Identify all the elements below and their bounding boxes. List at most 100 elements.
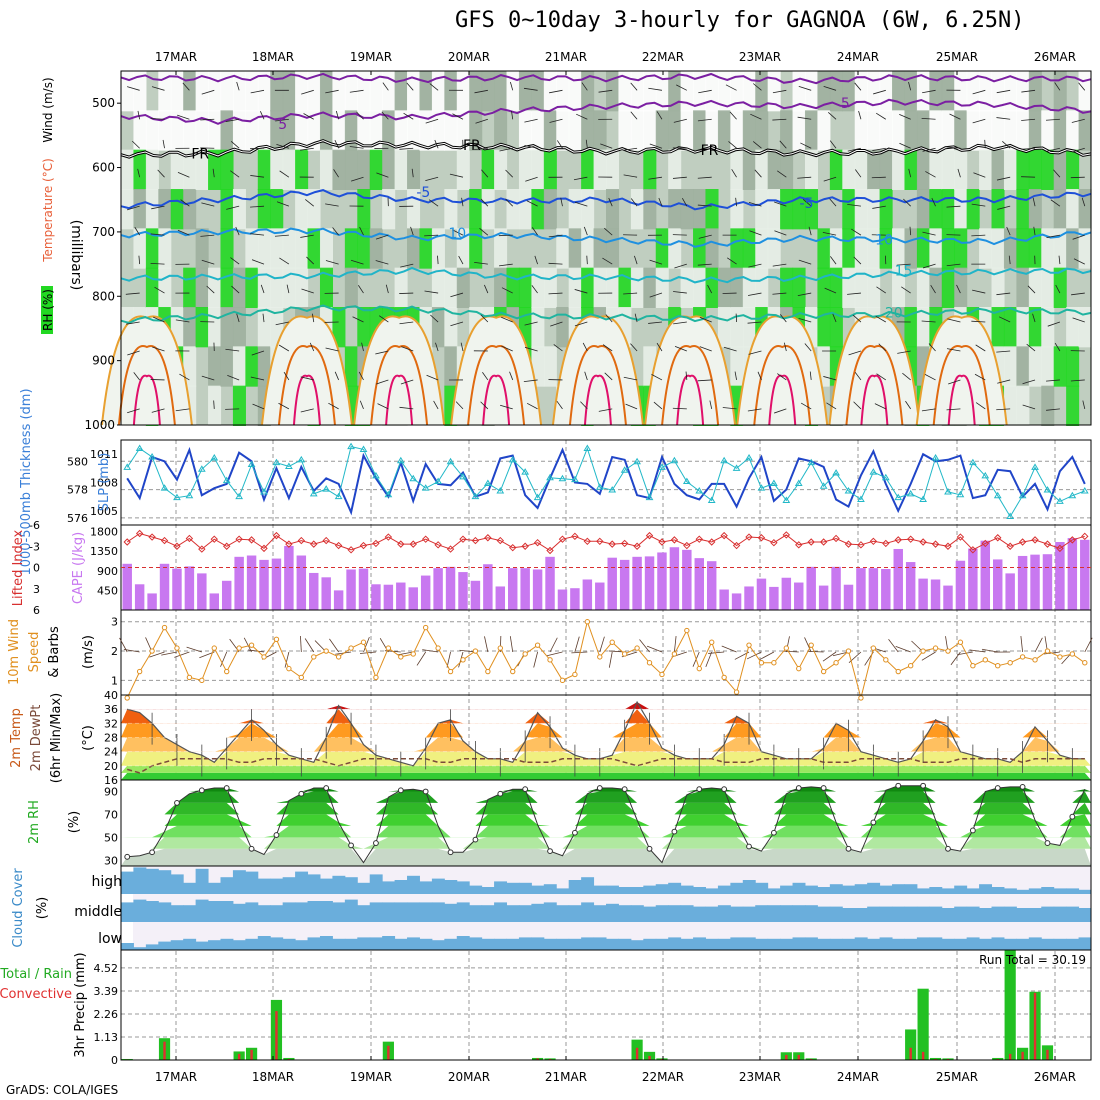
rh-cell — [407, 228, 421, 269]
cape-bar — [719, 589, 729, 610]
wind-barb — [902, 372, 911, 381]
rh-cell — [730, 346, 744, 387]
rh-cell — [282, 267, 296, 308]
wind-barb — [501, 345, 513, 352]
cloud-bar — [419, 938, 433, 950]
rh-cell — [145, 228, 159, 269]
cloud-bar — [966, 937, 980, 950]
wind-barb — [752, 141, 762, 149]
li-point — [359, 541, 368, 550]
temp-unit-label: (°C) — [81, 725, 96, 751]
wind-barb-10m — [1034, 637, 1043, 653]
rh-cell — [730, 228, 744, 269]
wind-speed-point — [385, 645, 392, 651]
cape-bar — [321, 577, 331, 610]
slp-point — [558, 474, 567, 482]
rh-cell — [1078, 228, 1092, 269]
wind-barb — [505, 198, 514, 207]
cloud-bar — [419, 881, 433, 894]
slp-point — [931, 453, 940, 461]
wind-barb — [581, 82, 588, 91]
rh-cell — [543, 346, 557, 387]
cape-bar — [781, 577, 792, 610]
li-point — [210, 535, 218, 543]
cloud-bar — [481, 938, 495, 950]
wind-barb-10m — [549, 637, 558, 653]
wind-barb — [972, 89, 986, 95]
wind-barb — [574, 201, 588, 207]
wind-speed-point — [957, 639, 964, 645]
wind-barb — [549, 118, 563, 123]
precip-convective-bar — [921, 1051, 925, 1060]
slp-point — [372, 471, 380, 479]
wind-barb — [458, 255, 464, 265]
wind-barb — [630, 198, 638, 207]
cape-bar — [433, 568, 443, 610]
temp-tick-label: 28 — [104, 732, 118, 745]
cape-axis-label: CAPE (J/kg) — [71, 532, 86, 604]
li-point — [160, 536, 169, 545]
wind-barb — [750, 113, 762, 120]
wind-barb — [946, 234, 961, 236]
rh-cell — [195, 71, 209, 112]
cloud-bar — [892, 906, 905, 922]
precip-convective-label: Convective — [0, 987, 72, 1002]
wind-speed-point — [497, 645, 503, 651]
precip-convective-bar — [934, 1058, 937, 1060]
contour-wind500b — [120, 98, 1092, 125]
wind-barb — [230, 170, 240, 178]
wind-barb — [150, 379, 165, 381]
cloud-bar — [456, 902, 470, 922]
rh-cell — [593, 267, 607, 308]
wind-barb — [154, 286, 165, 294]
wind-barb — [676, 84, 688, 91]
temp-tick-label: 36 — [104, 703, 118, 716]
li-point — [620, 539, 629, 548]
wind-barb — [674, 346, 687, 352]
slp-point — [968, 458, 977, 466]
wind-speed-point — [348, 645, 354, 651]
wind-speed-point — [634, 645, 640, 651]
rh-cell — [1003, 346, 1017, 387]
rh-cell — [767, 189, 781, 230]
thickness-frame — [120, 439, 1092, 526]
cape-bar — [532, 569, 543, 610]
rh-cell — [1003, 385, 1017, 426]
wind-barb — [480, 198, 489, 207]
cloud-bar — [630, 905, 644, 922]
rh-cell — [232, 71, 246, 112]
cloud-bar — [145, 868, 159, 894]
cape-tick-label: 900 — [97, 565, 118, 578]
wind-speed-point — [684, 627, 690, 634]
rh-cell — [282, 149, 296, 190]
wind-barb — [874, 403, 886, 410]
rh-cell — [295, 267, 309, 308]
wind-barb — [975, 344, 986, 352]
cloud-bar — [991, 906, 1005, 922]
cloud-bar — [319, 901, 333, 922]
cloud-bar — [742, 937, 756, 950]
thickness-tick-label: 580 — [67, 455, 88, 468]
wind-barb — [797, 116, 812, 120]
rh-cell — [531, 110, 545, 151]
rh-cell — [1053, 189, 1067, 230]
rh-cell — [966, 189, 980, 230]
warm-bulge-contour — [583, 374, 612, 426]
wind-barb — [251, 259, 265, 265]
wind-barb — [946, 146, 961, 149]
cape-bar — [644, 556, 655, 610]
li-point — [334, 541, 343, 550]
temp-tick-label: 32 — [104, 717, 118, 730]
rh-cell — [1053, 228, 1067, 269]
cloud-bar — [1053, 888, 1067, 894]
rh-cell — [307, 110, 321, 151]
wind-barb — [225, 118, 240, 122]
slp-point — [496, 487, 505, 494]
wind-barb — [707, 284, 713, 294]
rh-point — [1019, 783, 1026, 790]
wind-speed-point — [199, 677, 205, 684]
wind-barb — [126, 205, 140, 211]
wind-barb-10m — [149, 651, 165, 658]
rh-cell — [854, 149, 868, 190]
